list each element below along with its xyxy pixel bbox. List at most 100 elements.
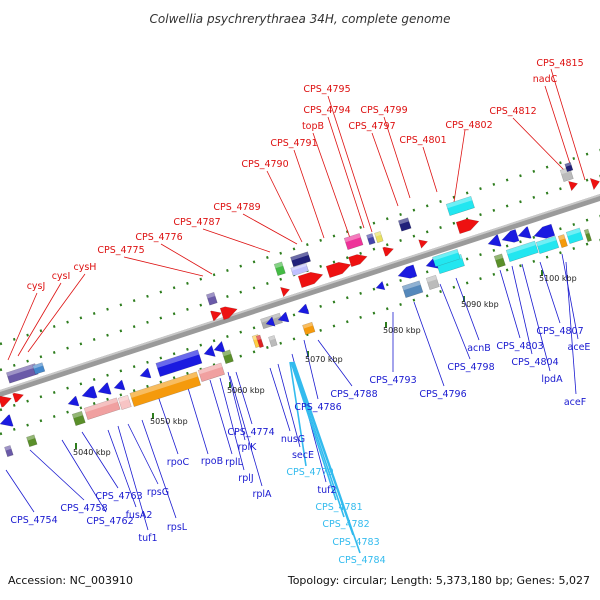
gene-label-rpsg[interactable]: rpsG	[147, 487, 169, 498]
gene-label-cysj[interactable]: cysJ	[27, 281, 46, 292]
gene-label-cps-4804[interactable]: CPS_4804	[511, 357, 558, 368]
gene-cps-4807b[interactable]	[532, 223, 556, 242]
gene-label-cps-4786[interactable]: CPS_4786	[294, 402, 341, 413]
gene-label-cps-4799[interactable]: CPS_4799	[360, 105, 407, 116]
gene-rpob-small[interactable]	[138, 367, 152, 381]
gene-cysh[interactable]	[0, 393, 13, 408]
gene-cps-4804[interactable]	[500, 229, 520, 245]
gene-sece[interactable]	[276, 311, 290, 325]
gene-label-cps-4779[interactable]: CPS_4779	[286, 467, 333, 478]
gene-rpoc[interactable]	[129, 371, 202, 407]
gene-label-cps-4782[interactable]: CPS_4782	[322, 519, 369, 530]
gene-label-cps-4807[interactable]: CPS_4807	[536, 326, 583, 337]
gene-nusg[interactable]	[264, 316, 276, 329]
gene-label-cps-4784[interactable]: CPS_4784	[338, 555, 385, 566]
gene-label-cps-4812[interactable]: CPS_4812	[489, 106, 536, 117]
gene-rpsl[interactable]	[96, 382, 112, 398]
gene-label-rpll[interactable]: rplL	[225, 457, 244, 468]
gene-label-cps-4776[interactable]: CPS_4776	[135, 232, 182, 243]
gene-cps-4804b[interactable]	[516, 226, 532, 242]
gene-label-cysh[interactable]: cysH	[74, 262, 97, 273]
gene-acnb-b[interactable]	[432, 248, 461, 268]
gene-cps-4790[interactable]	[290, 251, 311, 268]
gene-label-nusg[interactable]: nusG	[281, 434, 305, 445]
gene-label-cps-4796[interactable]: CPS_4796	[419, 389, 466, 400]
gene-tuf2[interactable]	[296, 303, 310, 317]
gene-tuf1[interactable]	[117, 394, 132, 411]
gene-cps-4803b[interactable]	[486, 234, 502, 250]
gene-rpob[interactable]	[197, 362, 225, 383]
gene-cps-4774[interactable]	[268, 335, 278, 348]
gene-cps-4776[interactable]	[219, 303, 239, 321]
gene-cps-4802b[interactable]	[455, 216, 481, 235]
gene-rplk-b[interactable]	[255, 334, 264, 349]
gene-label-lpda[interactable]: lpdA	[541, 374, 563, 385]
gene-cps-4789b[interactable]	[280, 285, 291, 298]
gene-label-rplj[interactable]: rplJ	[238, 473, 253, 484]
gene-rpob-block[interactable]	[155, 349, 203, 377]
gene-label-acee[interactable]: aceE	[568, 342, 591, 353]
gene-label-fusa2[interactable]: fusA2	[126, 510, 153, 521]
gene-rpll[interactable]	[202, 344, 216, 359]
gene-fusa2[interactable]	[83, 397, 121, 421]
gene-label-cps-4783[interactable]: CPS_4783	[332, 537, 379, 548]
gene-cps-4802[interactable]	[445, 195, 475, 217]
gene-label-rpoc[interactable]: rpoC	[167, 457, 190, 468]
gene-label-rpla[interactable]: rplA	[252, 489, 272, 500]
gene-label-cps-4790[interactable]: CPS_4790	[241, 159, 288, 170]
gene-label-rpsl[interactable]: rpsL	[167, 522, 188, 533]
gene-label-cps-4763[interactable]: CPS_4763	[95, 491, 142, 502]
gene-label-topb[interactable]: topB	[302, 121, 324, 132]
gene-cps-4763[interactable]	[71, 410, 86, 427]
gene-cps-4796[interactable]	[425, 274, 440, 291]
gene-cps-4754[interactable]	[0, 414, 14, 430]
gene-cps-4790b[interactable]	[290, 262, 309, 277]
gene-label-cps-4793[interactable]: CPS_4793	[369, 375, 416, 386]
gene-label-cps-4798[interactable]: CPS_4798	[447, 362, 494, 373]
gene-cps-4758[interactable]	[26, 434, 38, 448]
gene-label-cysi[interactable]: cysI	[52, 271, 71, 282]
gene-cps-4787[interactable]	[210, 308, 223, 322]
gene-cps-4789[interactable]	[273, 261, 286, 277]
gene-cps-4794[interactable]	[343, 233, 364, 251]
gene-cps-4801[interactable]	[397, 217, 412, 232]
gene-cps-4815b[interactable]	[564, 162, 574, 173]
gene-label-cps-4803[interactable]: CPS_4803	[496, 341, 543, 352]
gene-acef-b[interactable]	[583, 228, 592, 243]
gene-label-cps-4787[interactable]: CPS_4787	[173, 217, 220, 228]
gene-label-cps-4789[interactable]: CPS_4789	[213, 202, 260, 213]
gene-label-cps-4794[interactable]: CPS_4794	[303, 105, 350, 116]
gene-rpsg[interactable]	[80, 385, 98, 402]
gene-cps-4754b[interactable]	[4, 445, 14, 458]
gene-cps-4799[interactable]	[382, 245, 395, 257]
gene-label-rpob[interactable]: rpoB	[201, 456, 223, 467]
gene-rplj[interactable]	[212, 340, 226, 355]
gene-label-cps-4781[interactable]: CPS_4781	[315, 502, 362, 513]
gene-cps-4797b[interactable]	[374, 231, 384, 244]
gene-label-sece[interactable]: secE	[292, 450, 314, 461]
gene-lpda[interactable]	[505, 240, 539, 263]
gene-cys-small[interactable]	[12, 391, 25, 403]
gene-label-cps-4774[interactable]: CPS_4774	[227, 427, 274, 438]
gene-label-cps-4788[interactable]: CPS_4788	[330, 389, 377, 400]
gene-label-cps-4754[interactable]: CPS_4754	[10, 515, 57, 526]
gene-label-cps-4795[interactable]: CPS_4795	[303, 84, 350, 95]
gene-cps-4797[interactable]	[366, 233, 376, 246]
gene-cps-4803[interactable]	[493, 253, 506, 269]
gene-cysj[interactable]	[5, 363, 39, 384]
gene-nadc[interactable]	[568, 179, 579, 192]
gene-topb[interactable]	[297, 269, 325, 289]
gene-cps-4793b[interactable]	[401, 280, 424, 299]
gene-cps-4795[interactable]	[348, 252, 368, 268]
gene-cps-4807[interactable]	[535, 235, 560, 255]
gene-label-nadc[interactable]: nadC	[533, 74, 558, 85]
gene-acef[interactable]	[565, 227, 584, 245]
gene-cps-4793[interactable]	[396, 264, 418, 282]
gene-cysi[interactable]	[32, 362, 46, 375]
gene-label-acnb[interactable]: acnB	[467, 343, 491, 354]
gene-label-cps-4758[interactable]: CPS_4758	[60, 503, 107, 514]
gene-rps-extra[interactable]	[112, 379, 126, 393]
gene-label-tuf1[interactable]: tuf1	[138, 533, 157, 544]
gene-label-cps-4791[interactable]: CPS_4791	[270, 138, 317, 149]
gene-label-cps-4801[interactable]: CPS_4801	[399, 135, 446, 146]
